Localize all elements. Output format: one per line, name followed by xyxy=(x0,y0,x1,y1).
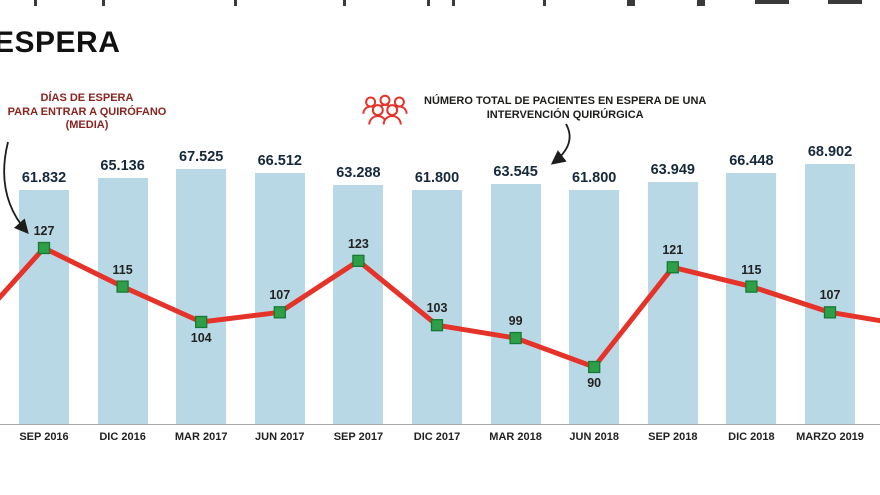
x-axis-label: MAR 2018 xyxy=(489,431,542,443)
annotation-patients-line2: INTERVENCIÓN QUIRÚRGICA xyxy=(486,109,644,121)
x-axis-label: SEP 2016 xyxy=(19,431,69,443)
x-axis-label: SEP 2017 xyxy=(333,431,384,443)
bar-value-label: 63.545 xyxy=(493,163,538,180)
bar-value-label: 68.902 xyxy=(807,143,853,160)
x-axis-line xyxy=(0,424,880,425)
crop-mark xyxy=(828,0,862,4)
x-axis-label: DIC 2018 xyxy=(728,431,775,443)
bar-value-label: 67.525 xyxy=(179,148,224,165)
x-axis-label: DIC 2017 xyxy=(413,431,461,443)
bar-value-label: 61.800 xyxy=(414,170,460,187)
x-axis-label: DIC 2016 xyxy=(99,431,146,443)
crop-mark xyxy=(452,0,455,6)
x-axis-label: MAR 2017 xyxy=(174,431,228,443)
line-value-label: 127 xyxy=(33,224,55,238)
annotation-days-line1: DÍAS DE ESPERA xyxy=(40,92,134,104)
x-axis-label: JUN 2017 xyxy=(255,431,305,443)
crop-mark xyxy=(627,0,635,6)
crop-mark xyxy=(755,0,789,4)
bar-value-label: 66.448 xyxy=(729,152,774,169)
page-title: ESPERA xyxy=(0,26,121,59)
crop-mark xyxy=(102,0,105,6)
crop-mark xyxy=(697,0,705,6)
annotation-patients-line1: NÚMERO TOTAL DE PACIENTES EN ESPERA DE U… xyxy=(424,95,707,107)
patients-group-icon xyxy=(362,94,408,125)
line-value-label: 103 xyxy=(426,301,448,316)
bar-value-label: 65.136 xyxy=(100,157,145,174)
x-axis-label: MARZO 2019 xyxy=(796,431,864,443)
bar-value-label: 61.832 xyxy=(21,170,67,187)
crop-mark xyxy=(234,0,237,6)
annotation-days: DÍAS DE ESPERA PARA ENTRAR A QUIRÓFANO (… xyxy=(0,92,190,133)
bar-value-label: 66.512 xyxy=(257,152,302,169)
line-value-label: 90 xyxy=(587,376,602,390)
x-axis-label: JUN 2018 xyxy=(569,431,619,443)
crop-mark xyxy=(343,0,346,6)
crop-mark xyxy=(34,0,37,6)
crop-mark xyxy=(543,0,546,6)
line-value-label: 121 xyxy=(662,243,684,258)
annotation-patients-text: NÚMERO TOTAL DE PACIENTES EN ESPERA DE U… xyxy=(424,92,706,122)
line-value-label: 115 xyxy=(112,262,133,277)
line-value-label: 123 xyxy=(347,236,369,251)
annotation-days-line2: PARA ENTRAR A QUIRÓFANO xyxy=(7,105,167,118)
annotation-days-line3: (MEDIA) xyxy=(65,119,109,131)
line-value-label: 115 xyxy=(741,262,762,277)
line-value-label: 104 xyxy=(190,330,212,345)
bar-value-label: 63.949 xyxy=(650,162,695,179)
line-value-label: 99 xyxy=(508,314,523,329)
line-value-label: 107 xyxy=(269,288,291,303)
crop-mark xyxy=(427,0,430,6)
x-axis-label: SEP 2018 xyxy=(648,431,698,443)
line-value-label: 107 xyxy=(819,288,841,303)
bar-value-label: 61.800 xyxy=(572,170,617,187)
bar-value-label: 63.288 xyxy=(336,164,381,181)
annotation-patients: NÚMERO TOTAL DE PACIENTES EN ESPERA DE U… xyxy=(358,92,706,130)
